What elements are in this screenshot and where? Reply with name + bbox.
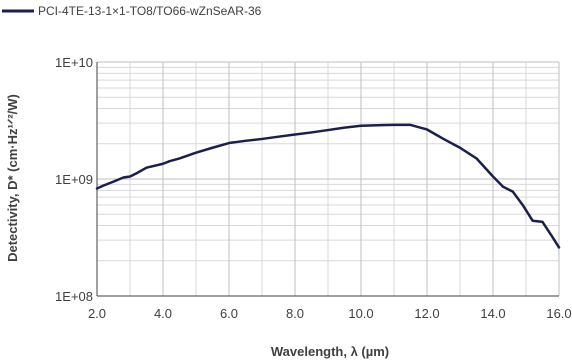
x-tick-label: 16.0 [546,306,571,321]
x-tick-label: 2.0 [88,306,106,321]
x-axis-title: Wavelength, λ (µm) [271,344,389,359]
y-tick-label: 1E+08 [55,289,93,304]
x-tick-label: 8.0 [286,306,304,321]
legend: PCI-4TE-13-1×1-TO8/TO66-wZnSeAR-36 [2,4,262,18]
x-tick-label: 14.0 [480,306,505,321]
y-axis-title: Detectivity, D* (cm·Hz¹ᐟ²/W) [5,94,20,262]
tick-labels: 2.0 4.0 6.0 8.0 10.0 12.0 14.0 16.0 1E+08 1E+09 1E… [55,55,572,321]
x-tick-label: 10.0 [348,306,373,321]
series-layer [95,123,561,249]
x-tick-label: 6.0 [220,306,238,321]
series-line [95,123,561,249]
x-tick-label: 4.0 [154,306,172,321]
legend-label: PCI-4TE-13-1×1-TO8/TO66-wZnSeAR-36 [38,4,262,18]
plot-frame [96,62,559,297]
y-tick-label: 1E+09 [55,172,93,187]
x-tick-label: 12.0 [414,306,439,321]
y-tick-label: 1E+10 [55,55,93,70]
